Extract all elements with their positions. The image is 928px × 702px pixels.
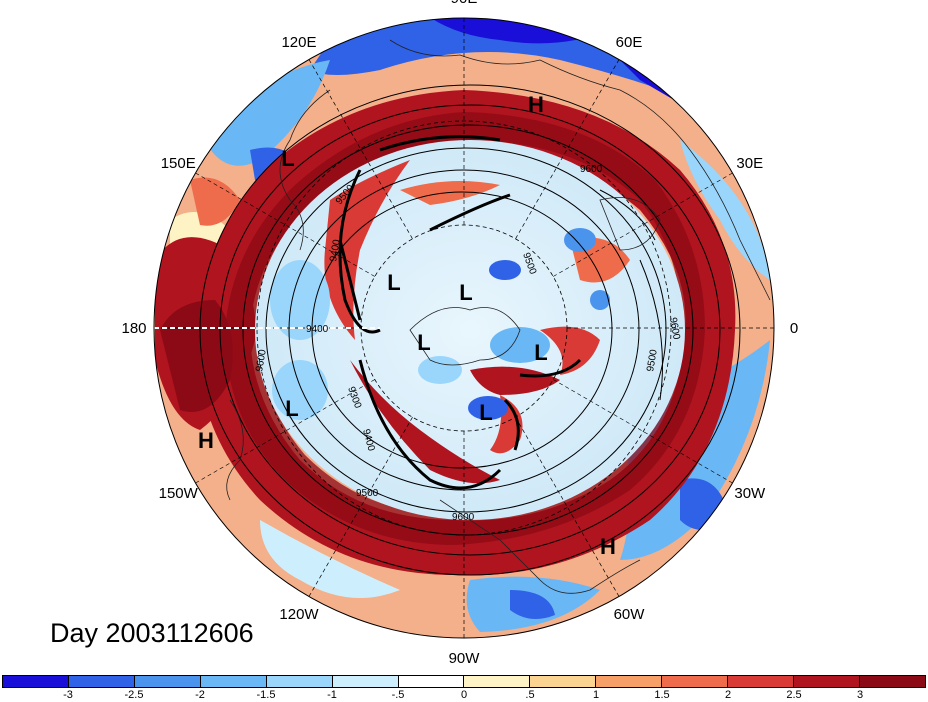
colorbar-cell — [200, 676, 267, 687]
contour-label: 9500 — [356, 488, 379, 499]
contour-label: 9600 — [667, 317, 682, 341]
pressure-label-h: H — [600, 534, 616, 559]
colorbar-tick-label: 3 — [856, 689, 864, 701]
pressure-label-l: L — [285, 396, 298, 421]
contour-label: 9500 — [645, 348, 660, 372]
coastlines — [226, 39, 771, 594]
contour-label: 9400 — [328, 238, 343, 262]
colorbar-cell — [859, 676, 925, 687]
longitude-label: 60W — [614, 606, 646, 623]
contour-labels: 9500 9600 9400 9300 9400 9500 9600 9500 … — [254, 164, 682, 523]
colorbar-cell — [596, 676, 663, 687]
longitude-label: 60E — [616, 34, 643, 51]
colorbar — [2, 675, 926, 688]
colorbar-cell — [68, 676, 135, 687]
longitude-label: 90W — [449, 650, 481, 667]
colorbar-cell — [794, 676, 860, 687]
colorbar-cell — [728, 676, 795, 687]
colorbar-tick-label: .5 — [525, 689, 535, 701]
colorbar-cell — [662, 676, 729, 687]
colorbar-tick-label: 0 — [460, 689, 468, 701]
contour-label: 9400 — [306, 324, 329, 335]
longitude-label: 0 — [790, 320, 798, 337]
map-boundary — [153, 17, 775, 639]
pressure-label-l: L — [479, 400, 492, 425]
colorbar-tick-label: 2 — [724, 689, 732, 701]
day-label: Day 2003112606 — [50, 618, 254, 648]
pressure-label-l: L — [281, 146, 294, 171]
colorbar-cell — [266, 676, 333, 687]
colorbar-cell — [332, 676, 399, 687]
longitude-label: 120W — [279, 606, 319, 623]
colorbar-tick-label: -1 — [327, 689, 337, 701]
colorbar-cell — [464, 676, 531, 687]
colorbar-tick-label: -.5 — [391, 689, 405, 701]
contour-label: 9600 — [254, 348, 269, 372]
longitude-labels: 90E 60E 30E 0 30W 60W 90W 120W 150W 180 150E 120E — [121, 0, 798, 667]
longitude-label: 30E — [736, 155, 763, 172]
contour-label: 9600 — [452, 512, 475, 523]
pressure-label-l: L — [387, 270, 400, 295]
longitude-label: 150E — [161, 155, 196, 172]
colorbar-tick-label: 1 — [592, 689, 600, 701]
colorbar-cell — [134, 676, 201, 687]
colorbar-cell — [530, 676, 597, 687]
colorbar-tick-label: 2.5 — [786, 689, 802, 701]
longitude-label: 150W — [159, 485, 199, 502]
pressure-label-h: H — [528, 92, 544, 117]
longitude-label: 180 — [121, 320, 146, 337]
pressure-system-labels: H H H L L L L L L L — [198, 92, 616, 559]
longitude-label: 120E — [281, 34, 316, 51]
contour-label: 9600 — [580, 164, 603, 175]
longitude-label: 90E — [451, 0, 478, 7]
longitude-label: 30W — [734, 485, 766, 502]
height-contours — [199, 84, 741, 576]
pressure-label-l: L — [417, 330, 430, 355]
colorbar-cell — [398, 676, 465, 687]
colorbar-tick-label: 1.5 — [654, 689, 670, 701]
colorbar-labels: -3 -2.5 -2 -1.5 -1 -.5 0 .5 1 1.5 2 2.5 3 — [2, 689, 926, 702]
pressure-label-l: L — [459, 280, 472, 305]
pressure-label-l: L — [534, 340, 547, 365]
colorbar-cell — [3, 676, 69, 687]
anomaly-field — [154, 18, 774, 638]
pressure-label-h: H — [198, 428, 214, 453]
colorbar-tick-label: -1.5 — [256, 689, 276, 701]
colorbar-tick-label: -3 — [63, 689, 73, 701]
colorbar-tick-label: -2.5 — [124, 689, 144, 701]
colorbar-tick-label: -2 — [195, 689, 205, 701]
